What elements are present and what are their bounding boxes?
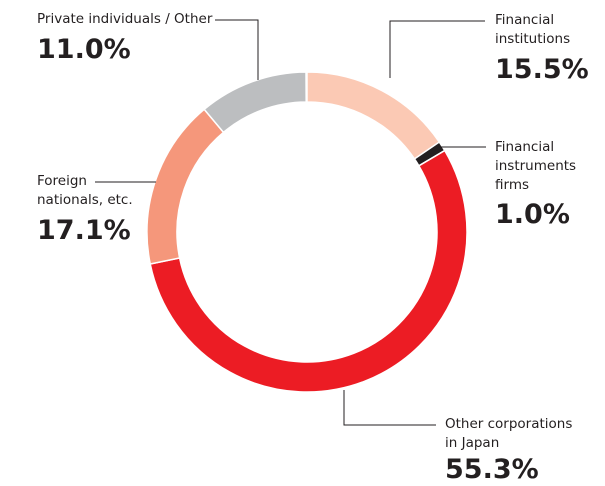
donut <box>146 71 468 393</box>
donut-segment <box>306 71 441 160</box>
category-label: Financial instruments firms <box>495 139 577 193</box>
category-label: Financial institutions <box>495 12 571 47</box>
value-label: 55.3% <box>445 454 539 485</box>
value-label: 1.0% <box>495 199 570 230</box>
donut-segment <box>146 108 225 265</box>
leader-line <box>389 20 485 78</box>
category-label: Private individuals / Other <box>37 11 213 27</box>
leader-line <box>215 19 259 80</box>
category-label: Foreign nationals, etc. <box>37 173 133 208</box>
value-label: 15.5% <box>495 54 589 85</box>
leader-line <box>343 390 436 426</box>
value-label: 11.0% <box>37 34 131 65</box>
category-label: Other corporations in Japan <box>445 416 573 451</box>
donut-segment <box>203 71 307 134</box>
value-label: 17.1% <box>37 215 131 246</box>
donut-segment <box>149 149 468 393</box>
